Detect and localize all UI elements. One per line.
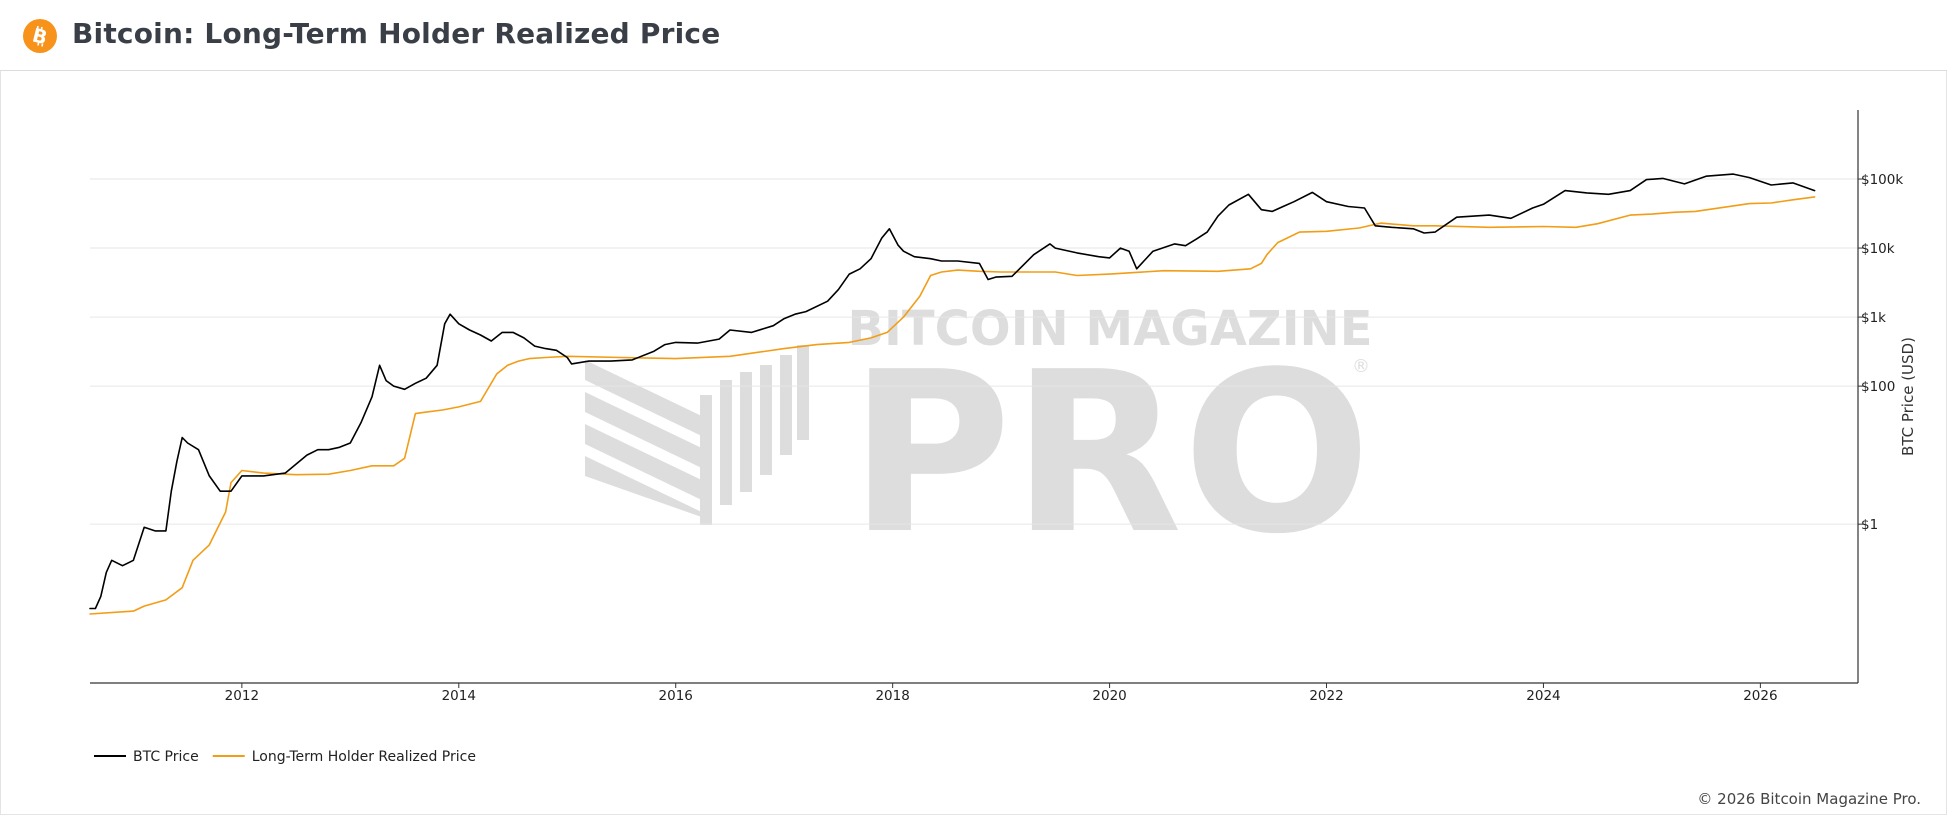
page-title: Bitcoin: Long-Term Holder Realized Price bbox=[72, 17, 721, 50]
x-tick-label: 2014 bbox=[442, 688, 476, 704]
grid-lines bbox=[90, 178, 1858, 525]
chart-series bbox=[89, 173, 1816, 615]
x-tick-label: 2018 bbox=[875, 688, 909, 704]
chart-legend: BTC Price Long-Term Holder Realized Price bbox=[94, 749, 476, 765]
watermark-line2: PRO bbox=[849, 325, 1371, 583]
chart-header: B Bitcoin: Long-Term Holder Realized Pri… bbox=[0, 0, 1947, 71]
x-tick-label: 2022 bbox=[1309, 688, 1343, 704]
series-line-btc-price bbox=[89, 173, 1816, 610]
y-tick-label: $1k bbox=[1861, 310, 1886, 326]
copyright-footer: © 2026 Bitcoin Magazine Pro. bbox=[1697, 790, 1921, 808]
chart-axes: $1 $100 $1k $10k $100k 2012 2014 2016 2018 2020 20… bbox=[90, 110, 1917, 704]
y-tick-label: $100k bbox=[1861, 172, 1903, 188]
legend-label: Long-Term Holder Realized Price bbox=[252, 749, 476, 765]
watermark-emblem-icon bbox=[585, 345, 809, 525]
x-tick-label: 2020 bbox=[1092, 688, 1126, 704]
y-tick-label: $10k bbox=[1861, 241, 1895, 257]
x-tick-label: 2026 bbox=[1743, 688, 1777, 704]
svg-text:B: B bbox=[30, 25, 49, 50]
watermark: BITCOIN MAGAZINE PRO ® bbox=[585, 301, 1373, 583]
x-tick-label: 2012 bbox=[225, 688, 259, 704]
y-tick-label: $1 bbox=[1861, 517, 1878, 533]
x-tick-label: 2016 bbox=[659, 688, 693, 704]
y-tick-label: $100 bbox=[1861, 379, 1895, 395]
y-axis-title: BTC Price (USD) bbox=[1899, 337, 1917, 456]
watermark-registered: ® bbox=[1352, 356, 1370, 377]
series-line-lth-realized-price bbox=[89, 196, 1816, 615]
legend-label: BTC Price bbox=[133, 749, 199, 765]
x-tick-label: 2024 bbox=[1526, 688, 1560, 704]
watermark-line1: BITCOIN MAGAZINE bbox=[847, 301, 1372, 357]
bitcoin-logo-icon: B bbox=[23, 19, 57, 53]
